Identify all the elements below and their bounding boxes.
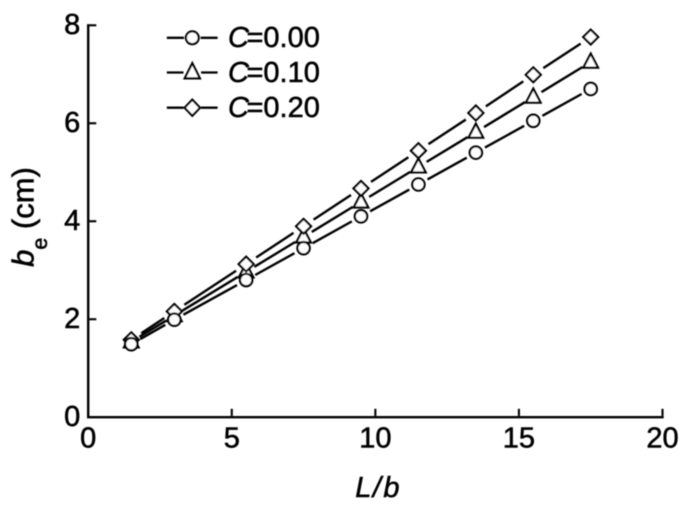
svg-text:C=0.10: C=0.10 [228,57,320,89]
svg-text:5: 5 [224,423,240,455]
svg-text:0: 0 [64,401,80,433]
svg-text:0: 0 [80,423,96,455]
svg-text:10: 10 [359,423,391,455]
svg-text:6: 6 [64,107,80,139]
svg-text:8: 8 [64,9,80,41]
svg-text:20: 20 [646,423,678,455]
svg-text:L/b: L/b [355,472,399,504]
svg-text:C=0.20: C=0.20 [228,92,320,124]
svg-text:2: 2 [64,303,80,335]
svg-text:4: 4 [64,205,80,237]
svg-text:15: 15 [503,423,535,455]
svg-text:C=0.00: C=0.00 [228,22,320,54]
svg-text:be (cm): be (cm) [6,167,53,267]
